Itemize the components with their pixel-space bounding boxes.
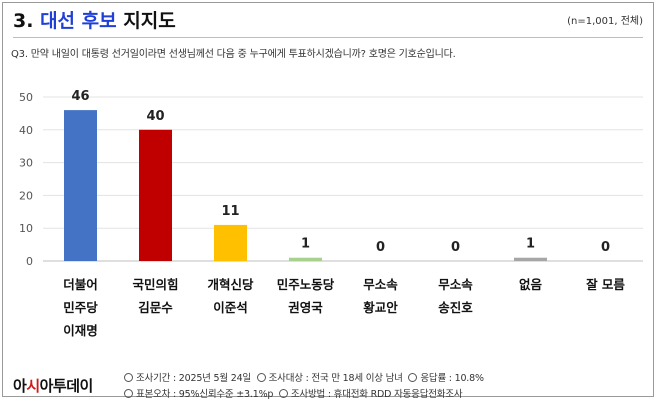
data-label: 1 (526, 237, 535, 252)
y-tick-label: 0 (26, 255, 33, 268)
category-label: 없음 (519, 277, 543, 292)
logo-text-2: 아투데이 (39, 377, 94, 395)
bullet-circle-icon (278, 389, 288, 398)
data-label: 0 (601, 240, 610, 255)
title-highlight: 대선 후보 (40, 10, 117, 32)
survey-period: 조사기간 : 2025년 5월 24일 (136, 373, 251, 384)
category-label: 개혁신당 (207, 277, 254, 292)
bullet-circle-icon (256, 373, 266, 382)
category-label: 황교안 (363, 300, 398, 315)
bar (214, 224, 247, 261)
survey-question: Q3. 만약 내일이 대통령 선거일이라면 선생님께선 다음 중 누구에게 투표… (11, 49, 456, 60)
category-label: 송진호 (438, 300, 473, 315)
page-title: 3. 대선 후보 지지도 (13, 6, 176, 33)
y-tick-label: 40 (19, 124, 33, 137)
survey-target: 조사대상 : 전국 만 18세 이상 남녀 (268, 373, 403, 384)
category-label: 국민의힘 (132, 277, 178, 292)
survey-method: 조사방법 : 휴대전화 RDD 자동응답전화조사 (290, 389, 463, 400)
bullet-circle-icon (408, 373, 418, 382)
category-label: 이준석 (213, 300, 248, 315)
survey-info-line-1: 조사기간 : 2025년 5월 24일 조사대상 : 전국 만 18세 이상 남… (124, 370, 484, 384)
y-tick-label: 20 (19, 189, 33, 202)
category-label: 민주노동당 (277, 277, 335, 292)
category-label: 이재명 (63, 323, 98, 338)
bullet-circle-icon (124, 373, 133, 382)
logo-text-red: 시 (26, 377, 40, 395)
data-label: 0 (451, 240, 460, 255)
data-label: 11 (221, 204, 239, 219)
bullet-circle-icon (124, 389, 133, 398)
category-label: 잘 모름 (586, 277, 625, 292)
category-label: 권영국 (288, 300, 323, 315)
title-divider (13, 37, 643, 38)
bar (64, 110, 97, 262)
logo-text-1: 아 (13, 377, 27, 395)
data-label: 1 (301, 237, 310, 252)
y-tick-label: 50 (19, 91, 33, 104)
response-rate: 응답률 : 10.8% (420, 373, 484, 384)
category-label: 민주당 (63, 300, 98, 315)
publisher-logo: 아시아투데이 (13, 375, 93, 396)
category-label: 무소속 (363, 277, 398, 292)
category-label: 더불어 (63, 277, 98, 292)
sample-size: (n=1,001, 전체) (567, 16, 643, 27)
data-label: 46 (71, 89, 89, 104)
y-tick-label: 10 (19, 222, 33, 235)
y-tick-label: 30 (19, 157, 33, 170)
title-number: 3. (13, 10, 34, 32)
data-label: 40 (146, 109, 164, 124)
category-label: 김문수 (138, 300, 173, 315)
bar (514, 257, 547, 261)
title-rest: 지지도 (123, 10, 176, 32)
bar (139, 129, 172, 261)
category-label: 무소속 (438, 277, 473, 292)
bar (289, 257, 322, 261)
margin-of-error: 표본오차 : 95%신뢰수준 ±3.1%p (136, 389, 274, 400)
survey-info-line-2: 표본오차 : 95%신뢰수준 ±3.1%p 조사방법 : 휴대전화 RDD 자동… (124, 386, 463, 400)
data-label: 0 (376, 240, 385, 255)
